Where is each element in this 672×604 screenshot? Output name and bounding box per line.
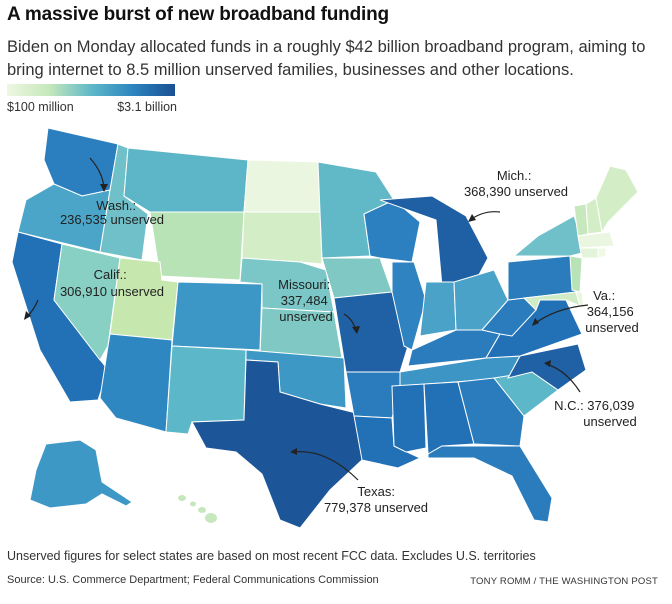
annotation-va-line2: 364,156 [587,304,634,319]
annotation-nc-line2: unserved [583,414,636,429]
state-mississippi [391,383,427,453]
state-nevada [53,243,121,361]
state-massachusetts [577,231,615,249]
states [11,127,639,529]
state-alaska [29,439,133,509]
arrowheads [24,184,551,455]
annotation-missouri-line1: Missouri: [278,277,330,292]
footnote: Unserved figures for select states are b… [7,549,536,563]
color-legend: $100 million $3.1 billion [7,84,177,114]
source-line: Source: U.S. Commerce Department; Federa… [7,574,379,586]
annotation-texas-line2: 779,378 unserved [324,500,428,515]
annotation-wash-line1: Wash.: [96,198,136,213]
chart-subtitle: Biden on Monday allocated funds in a rou… [7,38,646,79]
annotation-calif: Calif.: 306,910 unserved [60,267,164,299]
annotation-calif-line1: Calif.: [94,267,127,282]
annotation-va-line3: unserved [585,320,638,335]
annotation-mich: Mich.: 368,390 unserved [464,168,568,199]
state-maine [595,165,639,234]
state-florida [427,445,553,523]
annotation-missouri-line2: 337,484 [281,293,328,308]
annotation-va: Va.: 364,156 unserved [585,288,638,335]
credit-line: TONY ROMM / THE WASHINGTON POST [470,576,658,587]
state-alabama [423,381,475,455]
state-south-dakota [241,211,323,265]
state-colorado [171,281,263,351]
arrow-va [533,304,589,325]
annotation-missouri-line3: unserved [279,309,332,324]
annotation-texas: Texas: 779,378 unserved [324,484,428,515]
annotation-texas-line1: Texas: [357,484,395,499]
annotation-wash: Wash.: 236,535 unserved [60,198,164,227]
state-georgia [457,377,525,447]
state-montana [123,147,249,213]
annotation-wash-line2: 236,535 unserved [60,212,164,227]
state-texas [191,359,363,529]
annotation-mich-line2: 368,390 unserved [464,184,568,199]
state-hawaii [178,495,217,523]
state-indiana [419,281,457,337]
state-delaware [575,291,585,309]
annotation-nc: N.C.: 376,039 unserved [554,398,638,429]
state-rhode-island [597,247,607,259]
legend-gradient-bar [7,84,175,96]
state-new-york [512,215,587,257]
legend-min-label: $100 million [7,100,74,114]
state-arizona [99,333,173,433]
state-connecticut [579,247,599,259]
legend-max-label: $3.1 billion [117,100,177,114]
state-wyoming [149,211,245,281]
arrow-texas [291,450,359,481]
state-new-jersey [569,255,583,293]
annotation-calif-line2: 306,910 unserved [60,284,164,299]
annotation-nc-line1: N.C.: 376,039 [554,398,634,413]
state-louisiana [353,415,422,469]
annotation-missouri: Missouri: 337,484 unserved [278,277,334,324]
annotation-mich-line1: Mich.: [497,168,532,183]
chart-title: A massive burst of new broadband funding [7,4,389,25]
state-michigan [379,195,489,287]
annotation-va-line1: Va.: [593,288,615,303]
state-missouri [333,291,409,373]
state-north-dakota [243,159,321,213]
